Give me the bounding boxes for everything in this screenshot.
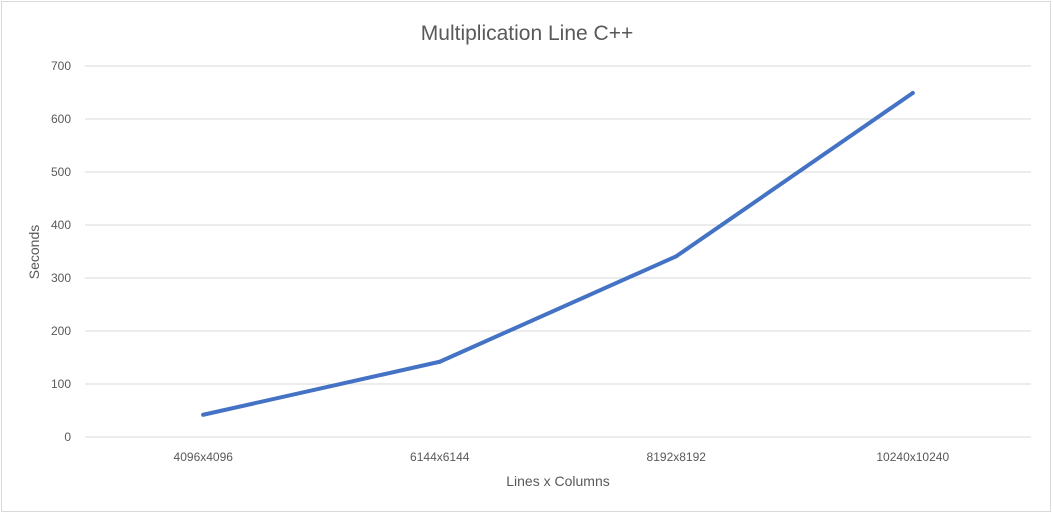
data-point[interactable] [201,412,206,417]
y-tick-label: 0 [64,430,71,444]
x-tick-label: 6144x6144 [410,450,470,464]
y-tick-label: 100 [51,377,71,391]
y-axis-label: Seconds [26,225,42,279]
y-tick-label: 400 [51,218,71,232]
chart-title: Multiplication Line C++ [421,22,633,45]
x-axis-label: Lines x Columns [506,473,610,489]
data-point[interactable] [674,254,679,259]
y-axis-ticks: 0 100 200 300 400 500 600 700 [51,59,71,444]
y-tick-label: 700 [51,59,71,73]
gridlines [85,65,1031,438]
y-tick-label: 200 [51,324,71,338]
x-tick-label: 4096x4096 [174,450,234,464]
y-tick-label: 300 [51,271,71,285]
x-tick-label: 10240x10240 [876,450,949,464]
series-line[interactable] [201,91,915,417]
data-point[interactable] [910,91,915,96]
x-axis-ticks: 4096x4096 6144x6144 8192x8192 10240x10240 [174,450,950,464]
series-group [201,91,915,417]
x-tick-label: 8192x8192 [647,450,707,464]
y-tick-label: 500 [51,165,71,179]
data-point[interactable] [437,359,442,364]
y-tick-label: 600 [51,112,71,126]
